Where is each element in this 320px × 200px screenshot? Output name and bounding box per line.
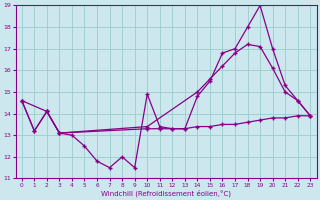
X-axis label: Windchill (Refroidissement éolien,°C): Windchill (Refroidissement éolien,°C) — [101, 189, 231, 197]
